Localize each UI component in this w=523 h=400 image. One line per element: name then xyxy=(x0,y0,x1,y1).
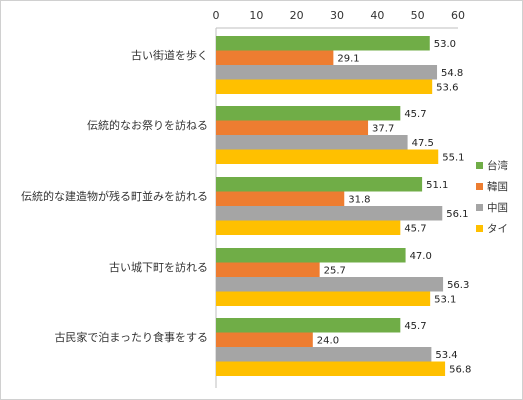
data-label: 51.1 xyxy=(426,180,448,191)
bar-2-2 xyxy=(216,120,369,135)
legend-swatch xyxy=(476,183,483,190)
legend-label: タイ xyxy=(487,223,508,235)
x-tick-label: 50 xyxy=(411,9,425,22)
data-label: 53.0 xyxy=(434,39,456,50)
bar-1-2 xyxy=(216,106,401,121)
legend-label: 韓国 xyxy=(487,181,508,193)
bar-3-4 xyxy=(216,277,444,292)
x-tick-label: 30 xyxy=(330,9,344,22)
x-tick-label: 20 xyxy=(290,9,304,22)
bar-2-1 xyxy=(216,50,334,65)
data-label: 25.7 xyxy=(324,265,346,276)
legend-label: 台湾 xyxy=(487,159,508,172)
data-label: 56.1 xyxy=(446,209,468,220)
bar-3-3 xyxy=(216,206,443,221)
data-label: 45.7 xyxy=(404,223,426,234)
data-label: 55.1 xyxy=(442,152,464,163)
bar-1-4 xyxy=(216,248,406,263)
legend-swatch xyxy=(476,225,483,232)
bar-4-2 xyxy=(216,149,439,164)
bar-4-4 xyxy=(216,291,431,306)
bar-3-2 xyxy=(216,135,408,150)
data-label: 53.4 xyxy=(435,350,457,361)
data-label: 56.8 xyxy=(449,364,471,375)
category-label: 古い街道を歩く xyxy=(131,48,208,62)
data-label: 53.6 xyxy=(436,82,458,93)
category-label: 古い城下町を訪れる xyxy=(109,260,208,274)
category-label: 伝統的な建造物が残る町並みを訪れる xyxy=(21,189,208,203)
data-label: 45.7 xyxy=(404,321,426,332)
bar-1-5 xyxy=(216,318,401,333)
data-label: 29.1 xyxy=(337,53,359,64)
bar-4-5 xyxy=(216,361,446,376)
legend-swatch xyxy=(476,204,483,211)
data-label: 47.0 xyxy=(410,251,432,262)
data-label: 54.8 xyxy=(441,68,463,79)
x-tick-label: 10 xyxy=(249,9,263,22)
category-label: 古民家で泊まったり食事をする xyxy=(54,330,208,344)
data-label: 56.3 xyxy=(447,280,469,291)
x-tick-label: 60 xyxy=(451,9,465,22)
x-tick-label: 0 xyxy=(213,9,220,22)
bar-2-5 xyxy=(216,332,313,347)
bar-4-3 xyxy=(216,220,401,235)
bar-4-1 xyxy=(216,79,433,94)
data-label: 37.7 xyxy=(372,123,394,134)
bar-1-3 xyxy=(216,177,423,192)
legend-swatch xyxy=(476,162,483,169)
bar-3-1 xyxy=(216,65,438,80)
bar-2-4 xyxy=(216,262,320,277)
legend-label: 中国 xyxy=(487,201,508,214)
bar-2-3 xyxy=(216,191,345,206)
x-tick-label: 40 xyxy=(370,9,384,22)
data-label: 24.0 xyxy=(317,335,339,346)
data-label: 53.1 xyxy=(434,294,456,305)
data-label: 31.8 xyxy=(348,194,370,205)
data-label: 47.5 xyxy=(412,138,434,149)
category-label: 伝統的なお祭りを訪ねる xyxy=(87,118,208,132)
bar-1-1 xyxy=(216,36,430,51)
data-label: 45.7 xyxy=(404,109,426,120)
bar-3-5 xyxy=(216,347,432,362)
